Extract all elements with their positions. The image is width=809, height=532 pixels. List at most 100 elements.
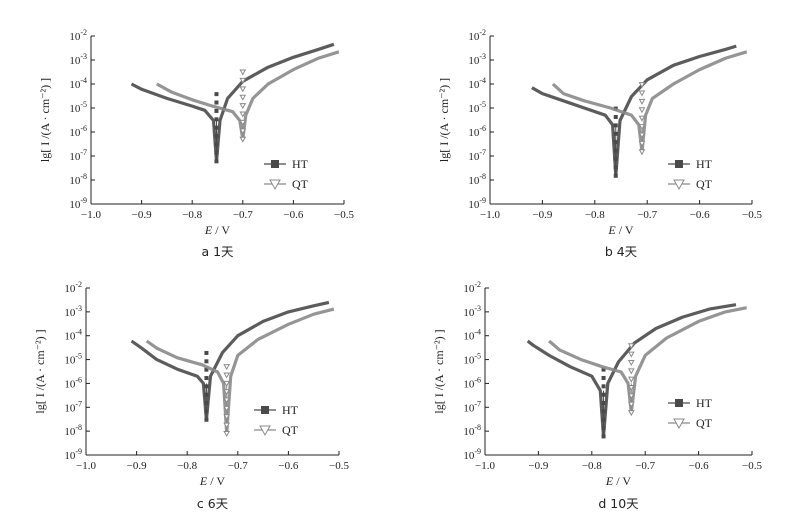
legend-marker <box>673 179 685 191</box>
data-point <box>613 156 618 161</box>
data-point <box>214 142 219 147</box>
data-point <box>627 343 635 350</box>
y-axis-label: lg[ I /(A · cm⁻²) ] <box>38 78 52 162</box>
data-point <box>223 414 231 421</box>
y-tick-label: 10-8 <box>64 423 82 438</box>
data-point <box>239 86 247 93</box>
y-tick-label: 10-7 <box>468 148 486 163</box>
x-tick-label: −0.9 <box>532 209 552 221</box>
data-point <box>627 385 635 392</box>
y-tick-label: 10-5 <box>468 100 486 115</box>
data-point <box>204 417 209 422</box>
series-QT <box>548 306 748 417</box>
data-point <box>239 94 247 101</box>
y-tick-label: 10-5 <box>463 352 481 367</box>
x-tick-label: −0.5 <box>334 209 354 221</box>
legend-marker <box>259 425 271 437</box>
x-axis-label: E / V <box>204 223 230 237</box>
x-tick-label: −0.7 <box>635 460 655 472</box>
series-curve <box>156 50 340 141</box>
data-point <box>613 131 618 136</box>
y-tick-label: 10-2 <box>463 280 481 295</box>
x-tick-label: −0.6 <box>690 209 710 221</box>
y-tick-label: 10-3 <box>468 52 486 67</box>
legend-label: QT <box>696 177 713 191</box>
y-tick-label: 10-4 <box>463 328 481 343</box>
legend-marker <box>675 160 683 168</box>
data-point <box>627 351 635 358</box>
series-curve <box>548 306 748 415</box>
y-tick-label: 10-4 <box>69 76 87 91</box>
x-tick-label: −0.8 <box>177 460 197 472</box>
legend-marker <box>675 399 683 407</box>
data-point <box>239 128 247 135</box>
data-point <box>204 359 209 364</box>
data-point <box>638 140 646 147</box>
data-point <box>638 115 646 122</box>
y-axis-label: lg[ I /(A · cm⁻²) ] <box>432 329 446 413</box>
data-point <box>239 136 247 143</box>
data-point <box>204 409 209 414</box>
x-tick-label: −0.5 <box>742 209 762 221</box>
x-tick-label: −0.8 <box>585 209 605 221</box>
panel-caption: d 10天 <box>598 496 639 511</box>
data-point <box>214 159 219 164</box>
panel-caption: a 1天 <box>201 244 234 259</box>
data-point <box>204 376 209 381</box>
data-point <box>627 393 635 400</box>
data-point <box>223 380 231 387</box>
data-point <box>638 107 646 114</box>
legend-label: HT <box>292 157 309 171</box>
data-point <box>214 117 219 122</box>
data-point <box>204 392 209 397</box>
chart-panel-3: −1.0 −0.9 −0.8 −0.7 −0.6 −0.5 10-9 10-8 10-7 10-6… <box>33 280 349 511</box>
series-QT <box>551 50 748 156</box>
series-curve <box>526 303 737 438</box>
y-tick-label: 10-8 <box>468 172 486 187</box>
data-point <box>214 100 219 105</box>
series-curve <box>531 44 737 178</box>
panel-caption: c 6天 <box>197 496 229 511</box>
x-tick-label: −0.9 <box>528 460 548 472</box>
y-tick-label: 10-2 <box>69 28 87 43</box>
x-tick-label: −0.7 <box>233 209 253 221</box>
x-tick-label: −0.5 <box>329 460 349 472</box>
data-point <box>613 140 618 145</box>
data-point <box>601 375 606 380</box>
x-tick-label: −0.6 <box>689 460 709 472</box>
data-point <box>601 392 606 397</box>
data-point <box>239 119 247 126</box>
series-HT <box>130 300 330 422</box>
data-point <box>239 103 247 110</box>
x-tick-label: −0.8 <box>582 460 602 472</box>
data-point <box>613 173 618 178</box>
chart-panel-2: −1.0 −0.9 −0.8 −0.7 −0.6 −0.5 10-9 10-8 10-7 10-6… <box>437 28 762 259</box>
data-point <box>613 123 618 128</box>
data-point <box>638 82 646 89</box>
x-tick-label: −1.0 <box>76 460 96 472</box>
x-tick-label: −0.9 <box>127 460 147 472</box>
data-point <box>214 150 219 155</box>
x-axis-label: E / V <box>607 223 633 237</box>
y-tick-label: 10-3 <box>463 304 481 319</box>
series-curve <box>130 42 335 163</box>
data-point <box>223 364 231 371</box>
data-point <box>223 397 231 404</box>
y-tick-label: 10-6 <box>69 124 87 139</box>
series-QT <box>156 50 340 143</box>
legend-marker <box>673 418 685 430</box>
chart-panel-1: −1.0 −0.9 −0.8 −0.7 −0.6 −0.5 10-9 10-8 10-7 10-6… <box>38 28 354 259</box>
y-tick-label: 10-7 <box>69 148 87 163</box>
legend-marker <box>261 406 269 414</box>
data-point <box>601 409 606 414</box>
x-tick-label: −1.0 <box>81 209 101 221</box>
x-tick-label: −0.8 <box>182 209 202 221</box>
series-curve <box>145 307 335 436</box>
y-tick-label: 10-3 <box>69 52 87 67</box>
data-point <box>223 422 231 429</box>
y-tick-label: 10-8 <box>463 423 481 438</box>
data-point <box>601 426 606 431</box>
y-tick-label: 10-9 <box>64 447 82 462</box>
series-HT <box>130 42 335 164</box>
